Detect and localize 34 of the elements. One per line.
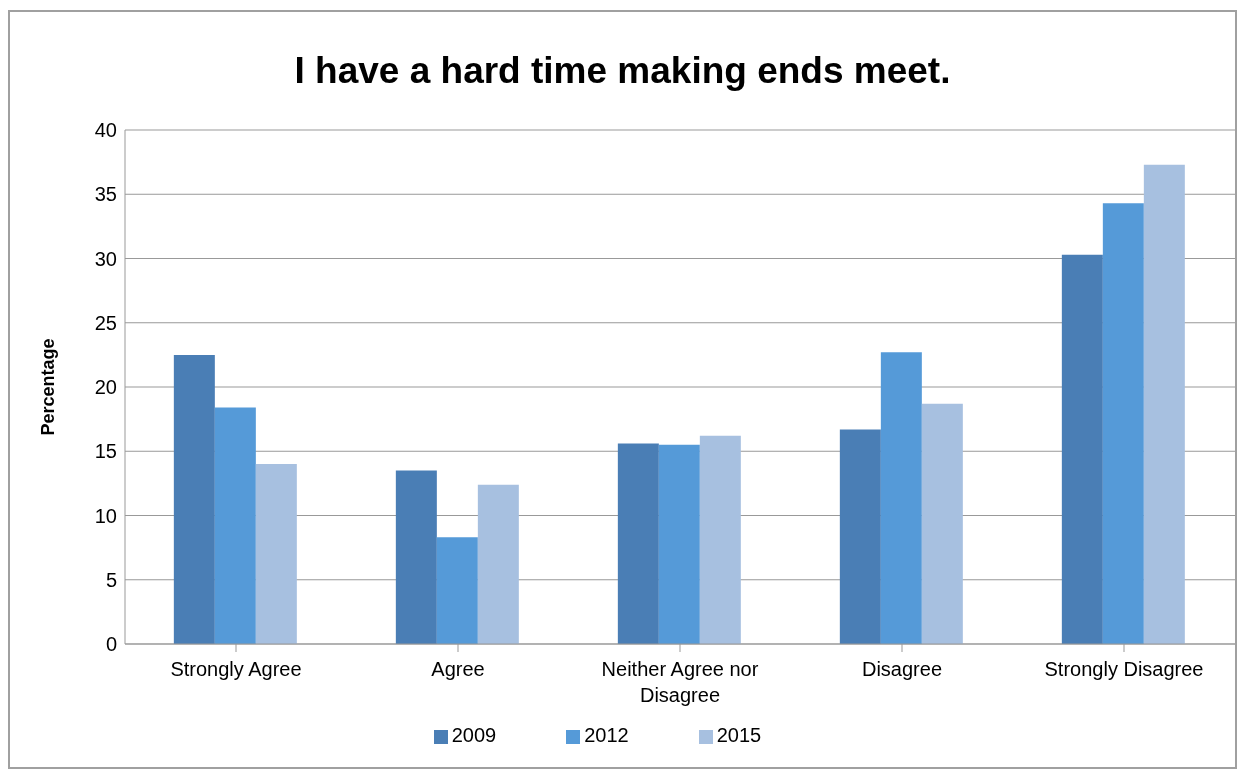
bar <box>255 464 297 644</box>
y-tick-label: 0 <box>105 633 117 656</box>
bar <box>658 444 700 644</box>
y-tick-label: 35 <box>94 183 117 206</box>
bar <box>436 537 478 644</box>
y-tick-label: 30 <box>94 247 117 270</box>
bar <box>214 407 256 644</box>
bar <box>1102 203 1144 644</box>
x-tick-label: Strongly Disagree <box>1044 658 1204 680</box>
x-tick-label: Strongly Agree <box>170 658 302 680</box>
bar <box>395 470 437 644</box>
y-tick-label: 10 <box>94 504 117 527</box>
bar <box>921 403 963 644</box>
bar <box>699 435 741 644</box>
x-tick-label: Disagree <box>861 658 943 680</box>
bar <box>617 443 659 644</box>
x-tick-label: Neither Agree nor Disagree <box>601 658 759 706</box>
bar <box>839 429 881 644</box>
chart-title: I have a hard time making ends meet. <box>293 50 952 92</box>
legend-label: 2012 <box>584 724 629 746</box>
legend-label: 2015 <box>716 724 762 746</box>
y-tick-label: 20 <box>94 376 117 399</box>
y-axis-title: Percentage <box>38 338 59 436</box>
y-tick-label: 25 <box>94 311 117 334</box>
y-tick-label: 15 <box>94 440 117 463</box>
bar <box>1143 164 1185 644</box>
bar <box>1061 254 1103 644</box>
y-tick-label: 5 <box>105 568 117 591</box>
y-tick-label: 40 <box>94 119 117 142</box>
x-tick-label: Agree <box>431 658 485 680</box>
bar <box>880 352 922 644</box>
bar <box>173 354 215 644</box>
legend-label: 2009 <box>451 724 497 746</box>
bar <box>477 484 519 644</box>
